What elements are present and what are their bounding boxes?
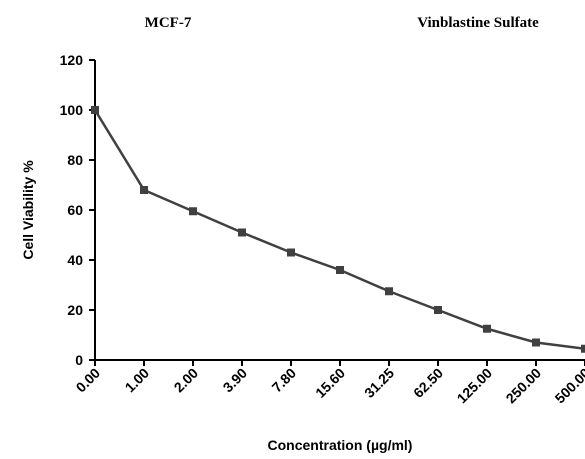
x-tick-label: 1.00 xyxy=(122,365,153,396)
marker xyxy=(434,306,442,314)
y-tick-label: 100 xyxy=(60,102,84,118)
x-tick-label: 250.00 xyxy=(503,365,545,407)
marker xyxy=(336,266,344,274)
marker xyxy=(140,186,148,194)
x-tick-label: 125.00 xyxy=(454,365,496,407)
marker xyxy=(189,207,197,216)
x-tick-label: 2.00 xyxy=(171,365,202,396)
y-tick-label: 0 xyxy=(75,352,83,368)
x-axis-label: Concentration (µg/ml) xyxy=(268,437,413,453)
marker xyxy=(483,324,491,333)
series-line xyxy=(93,109,585,350)
marker xyxy=(238,228,246,237)
x-tick-label: 500.00 xyxy=(552,365,585,407)
x-tick-label: 7.80 xyxy=(269,365,300,396)
marker xyxy=(385,287,393,296)
y-tick-label: 20 xyxy=(67,302,83,318)
marker xyxy=(532,338,540,347)
marker xyxy=(91,106,99,114)
marker xyxy=(581,344,585,353)
x-tick-label: 62.50 xyxy=(410,365,446,401)
x-tick-label: 15.60 xyxy=(312,365,348,401)
x-tick-label: 3.90 xyxy=(220,365,251,396)
y-tick-label: 80 xyxy=(67,152,83,168)
chart-subtitle: Vinblastine Sulfate xyxy=(417,15,539,31)
x-tick-label: 31.25 xyxy=(361,365,397,401)
y-tick-label: 40 xyxy=(67,252,83,268)
marker xyxy=(287,248,295,257)
y-tick-label: 120 xyxy=(60,52,84,68)
chart-title: MCF-7 xyxy=(145,15,192,31)
y-axis-label: Cell Viability % xyxy=(20,160,36,260)
x-tick-label: 0.00 xyxy=(73,365,104,396)
y-tick-label: 60 xyxy=(67,202,83,218)
